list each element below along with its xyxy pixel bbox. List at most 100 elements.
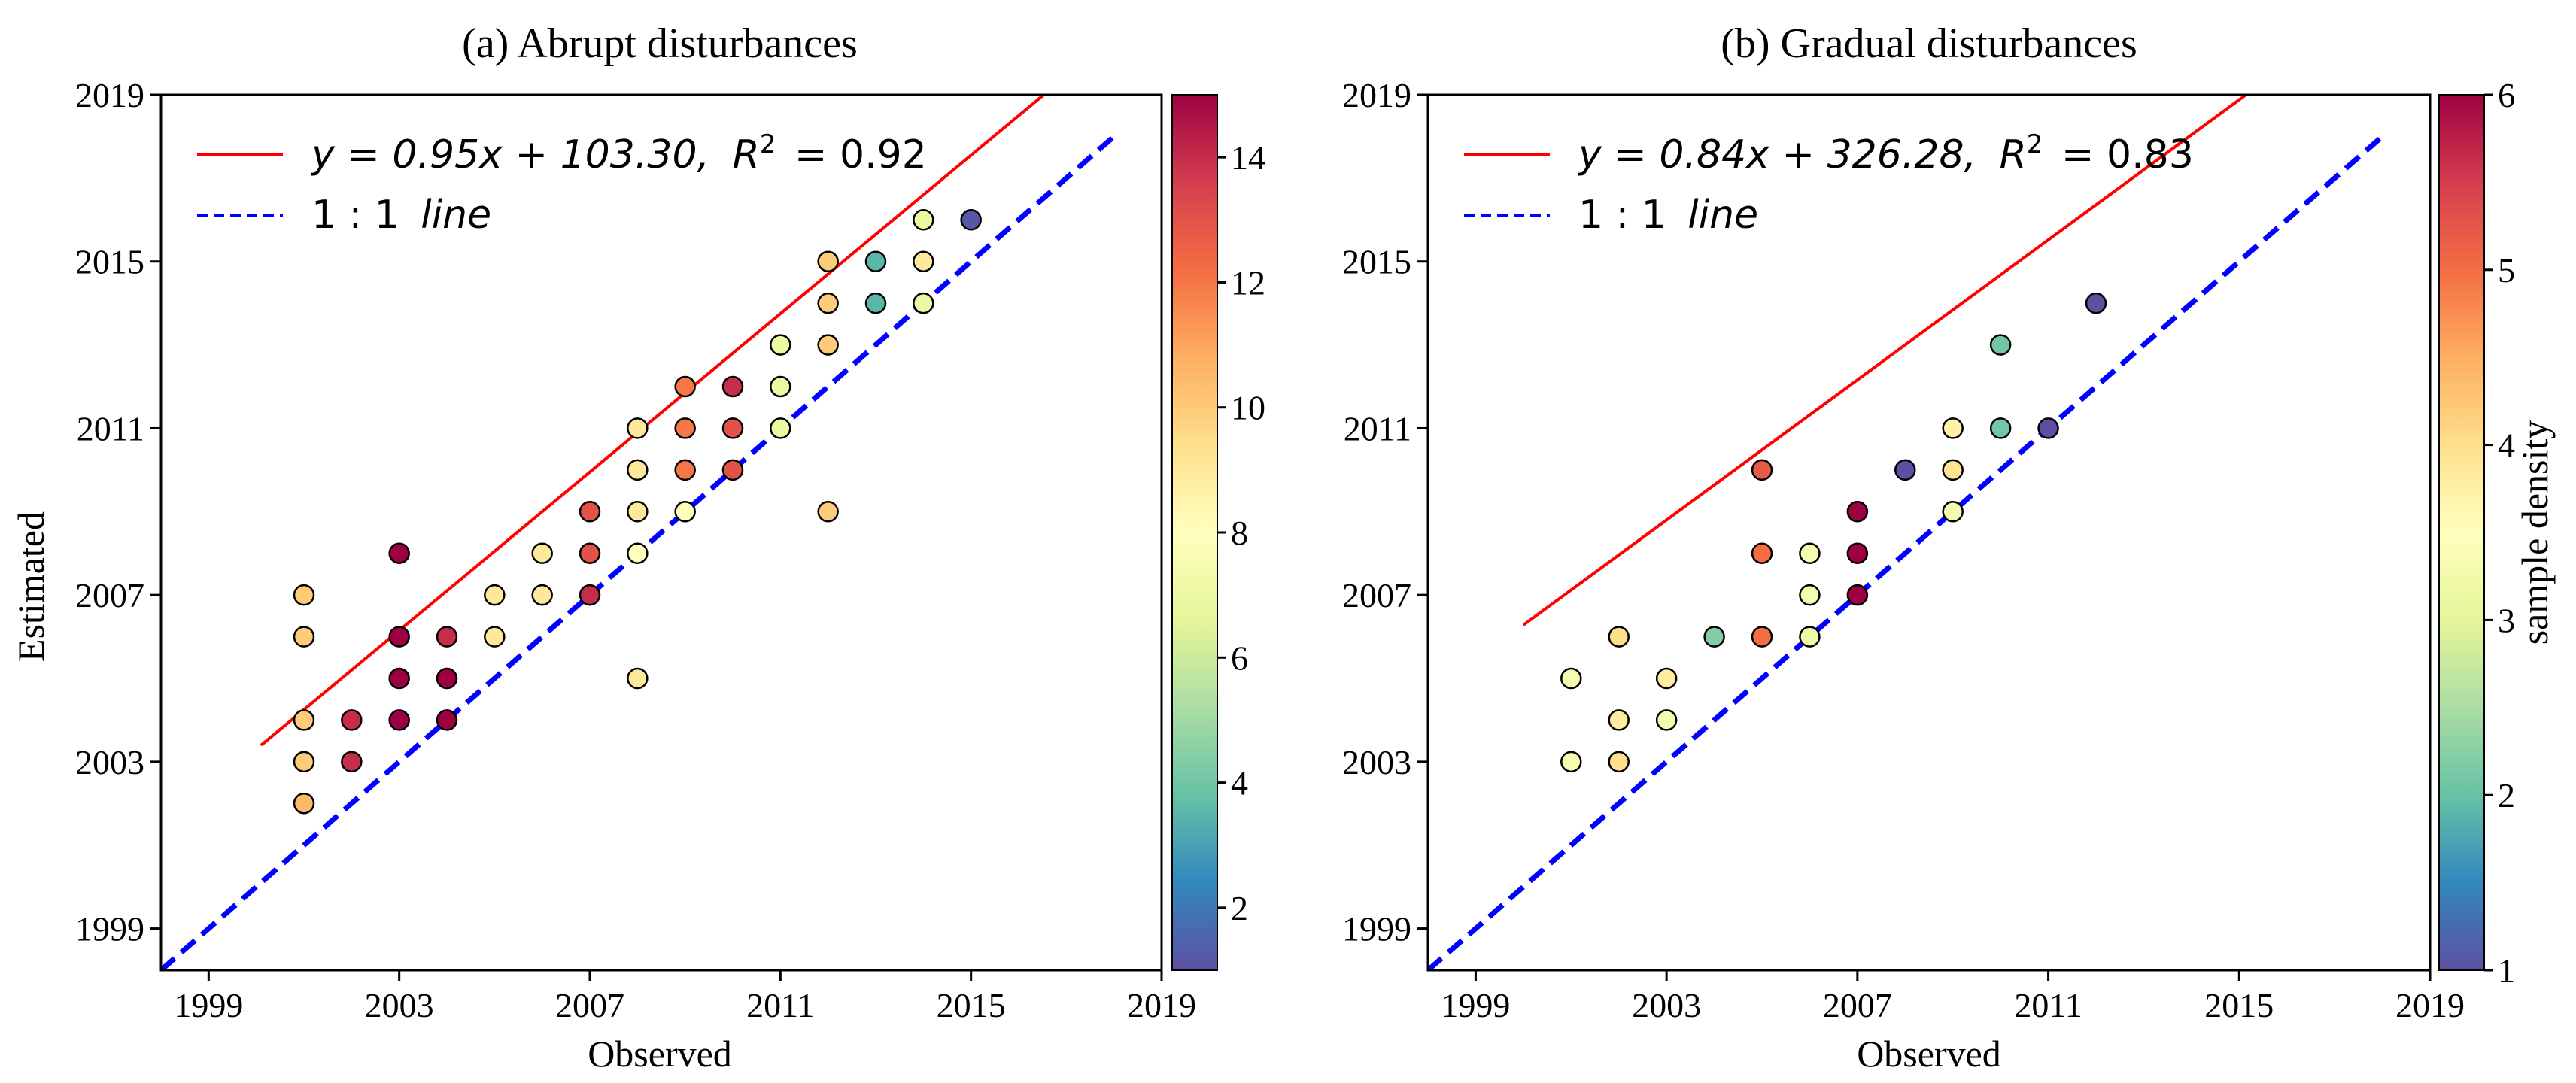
panel-a-y-label: Estimated — [10, 511, 52, 662]
y-tick-label: 1999 — [1342, 910, 1411, 948]
panel-a-legend-fit-label: y = 0.95x + 103.30, R2 = 0.92 — [310, 129, 927, 177]
scatter-point — [1560, 667, 1582, 690]
x-tick-label: 2003 — [1632, 986, 1701, 1024]
y-tick-label: 2015 — [75, 243, 144, 281]
panel-a-fit-r2: = 0.92 — [794, 132, 927, 177]
scatter-point — [1751, 459, 1773, 481]
x-tick-label: 2007 — [555, 986, 624, 1024]
scatter-point — [579, 501, 601, 523]
scatter-point — [341, 751, 363, 773]
scatter-point — [1608, 751, 1630, 773]
scatter-point — [293, 751, 315, 773]
panel-b-fit-line — [1522, 95, 2249, 626]
panel-b-colorbar — [2438, 94, 2485, 971]
scatter-point — [436, 626, 458, 648]
scatter-point — [1751, 626, 1773, 648]
panel-b-fit-eq: y = 0.84x + 326.28, — [1577, 132, 1976, 177]
panel-b-points — [1560, 292, 2107, 773]
scatter-point — [864, 292, 887, 314]
x-tick-label: 2003 — [365, 986, 434, 1024]
panel-a-y-ticks: 1999 2003 2007 2011 2015 2019 — [75, 76, 161, 948]
panel-b-x-ticks: 1999 2003 2007 2011 2015 2019 — [1441, 970, 2465, 1024]
panel-a-x-ticks: 1999 2003 2007 2011 2015 2019 — [174, 970, 1196, 1024]
colorbar-tick-label: 5 — [2498, 251, 2515, 290]
scatter-point — [770, 375, 791, 398]
scatter-point — [579, 584, 601, 606]
x-tick-label: 2011 — [746, 986, 814, 1024]
scatter-point — [341, 709, 363, 731]
scatter-point — [674, 375, 696, 398]
panel-b-fit-r2: = 0.83 — [2061, 132, 2194, 177]
x-tick-label: 2015 — [937, 986, 1006, 1024]
y-tick-label: 2019 — [75, 76, 144, 114]
scatter-point — [579, 542, 601, 564]
scatter-point — [1846, 584, 1869, 606]
scatter-point — [1846, 501, 1869, 523]
panel-a-points — [293, 209, 982, 815]
scatter-point — [1942, 459, 1964, 481]
panel-b-colorbar-ticks: 1 2 3 4 5 6 — [2484, 76, 2515, 990]
colorbar-tick-label: 1 — [2498, 951, 2515, 990]
panel-b-legend: y = 0.84x + 326.28, R2 = 0.83 1 : 1 line — [1464, 129, 2194, 238]
scatter-point — [770, 417, 791, 439]
scatter-point — [817, 250, 839, 272]
scatter-point — [388, 667, 410, 690]
scatter-point — [770, 334, 791, 356]
panel-a-colorbar — [1171, 94, 1218, 971]
colorbar-tick-label: 6 — [1231, 639, 1248, 677]
panel-a-fit-eq: y = 0.95x + 103.30, — [310, 132, 709, 177]
scatter-point — [293, 793, 315, 815]
scatter-point — [1560, 751, 1582, 773]
scatter-point — [388, 626, 410, 648]
scatter-point — [2085, 292, 2107, 314]
colorbar-tick-label: 14 — [1231, 138, 1265, 177]
panel-gradual: (b) Gradual disturbances Observed sample… — [1342, 20, 2556, 1075]
scatter-point — [721, 375, 744, 398]
colorbar-tick-label: 4 — [2498, 426, 2515, 465]
x-tick-label: 2019 — [1127, 986, 1196, 1024]
colorbar-tick-label: 3 — [2498, 601, 2515, 639]
panel-b-colorbar-label: sample density — [2514, 420, 2556, 645]
colorbar-tick-label: 2 — [2498, 776, 2515, 815]
scatter-point — [436, 709, 458, 731]
colorbar-tick-label: 2 — [1231, 889, 1248, 927]
panel-a-fit-r: R — [733, 132, 760, 177]
y-tick-label: 1999 — [75, 910, 144, 948]
scatter-point — [436, 667, 458, 690]
colorbar-tick-label: 4 — [1231, 764, 1248, 802]
y-tick-label: 2015 — [1342, 243, 1411, 281]
panel-b-legend-diag-label: 1 : 1 line — [1578, 193, 1758, 238]
scatter-point — [721, 417, 744, 439]
colorbar-tick-label: 8 — [1231, 514, 1248, 552]
panel-b-fit-r: R — [2000, 132, 2027, 177]
panel-a-axes-frame — [159, 93, 1163, 972]
x-tick-label: 1999 — [174, 986, 243, 1024]
scatter-point — [1942, 501, 1964, 523]
y-tick-label: 2011 — [1344, 409, 1411, 447]
panel-a-legend: y = 0.95x + 103.30, R2 = 0.92 1 : 1 line — [197, 129, 927, 238]
colorbar-tick-label: 6 — [2498, 76, 2515, 114]
scatter-point — [913, 209, 934, 231]
scatter-point — [388, 709, 410, 731]
scatter-point — [1799, 584, 1821, 606]
scatter-point — [817, 292, 839, 314]
scatter-point — [960, 209, 982, 231]
x-tick-label: 2015 — [2204, 986, 2274, 1024]
scatter-point — [1942, 417, 1964, 439]
panel-b-title: (b) Gradual disturbances — [1721, 20, 2137, 67]
panel-a-x-label: Observed — [588, 1033, 732, 1075]
scatter-point — [674, 459, 696, 481]
y-tick-label: 2011 — [77, 409, 144, 447]
scatter-point — [627, 459, 649, 481]
scatter-point — [817, 501, 839, 523]
scatter-point — [913, 250, 934, 272]
scatter-point — [1655, 667, 1678, 690]
panel-abrupt: (a) Abrupt disturbances Estimated Observ… — [10, 20, 1265, 1075]
scatter-point — [1799, 542, 1821, 564]
x-tick-label: 2011 — [2014, 986, 2082, 1024]
y-tick-label: 2007 — [75, 576, 144, 614]
scatter-point — [627, 417, 649, 439]
scatter-point — [864, 250, 887, 272]
scatter-point — [1894, 459, 1916, 481]
panel-b-x-label: Observed — [1857, 1033, 2001, 1075]
